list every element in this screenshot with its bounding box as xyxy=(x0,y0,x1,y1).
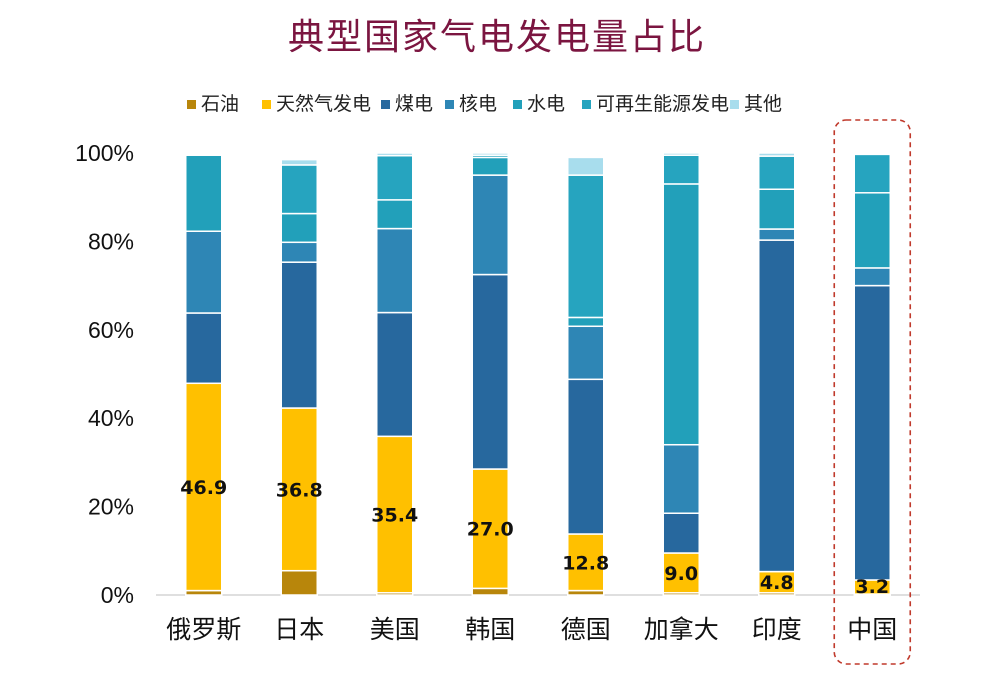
bar-segment-oil xyxy=(280,569,318,596)
legend-label: 可再生能源发电 xyxy=(596,93,729,115)
bar-segment-hydro xyxy=(376,199,414,230)
category-label: 俄罗斯 xyxy=(166,615,241,644)
bar-segment-coal xyxy=(758,239,796,573)
legend-swatch-gas xyxy=(262,100,271,109)
bar-segment-nuclear xyxy=(758,228,796,241)
category-label: 韩国 xyxy=(465,615,515,644)
bar-segment-renewable xyxy=(853,153,891,194)
bar-segment-coal xyxy=(853,284,891,581)
bar-segment-other xyxy=(280,158,318,166)
y-tick-label: 20% xyxy=(88,494,134,520)
bar-segment-renewable xyxy=(280,164,318,215)
data-label: 3.2 xyxy=(855,576,889,598)
bar-segment-other xyxy=(471,152,509,156)
bar-segment-coal xyxy=(567,378,605,535)
bar-segment-nuclear xyxy=(376,227,414,314)
legend-label: 核电 xyxy=(459,93,497,115)
legend-swatch-other xyxy=(730,100,739,109)
bar-segment-coal xyxy=(471,273,509,470)
bar-segment-nuclear xyxy=(662,443,700,514)
legend-label: 其他 xyxy=(744,93,782,115)
legend-label: 煤电 xyxy=(395,93,433,115)
bar-segment-renewable xyxy=(758,155,796,190)
highlight-box xyxy=(833,119,912,665)
bar-segment-nuclear xyxy=(280,241,318,263)
y-tick-label: 80% xyxy=(88,228,134,254)
legend-swatch-coal xyxy=(381,100,390,109)
bar-segment-hydro xyxy=(471,156,509,176)
bar-segment-other xyxy=(662,152,700,156)
data-label: 4.8 xyxy=(760,572,794,594)
bar-segment-hydro xyxy=(185,154,223,232)
bar-segment-nuclear xyxy=(567,325,605,381)
bar-segment-gas xyxy=(471,468,509,590)
bar-segment-nuclear xyxy=(853,267,891,287)
category-label: 德国 xyxy=(561,615,611,644)
bar-segment-hydro xyxy=(280,212,318,244)
legend-swatch-oil xyxy=(187,100,196,109)
y-tick-label: 100% xyxy=(75,140,134,166)
data-label: 35.4 xyxy=(371,505,418,527)
bar-segment-other xyxy=(567,156,605,176)
y-tick-label: 60% xyxy=(88,317,134,343)
legend-label: 石油 xyxy=(201,93,239,115)
data-label: 9.0 xyxy=(664,563,698,585)
bar-segment-gas xyxy=(662,552,700,594)
bar-segment-coal xyxy=(376,311,414,438)
data-label: 46.9 xyxy=(180,477,227,499)
bar-segment-coal xyxy=(280,261,318,409)
y-tick-label: 0% xyxy=(101,582,134,608)
bar-segment-renewable xyxy=(376,154,414,201)
legend-label: 天然气发电 xyxy=(276,93,371,115)
y-tick-label: 40% xyxy=(88,405,134,431)
bar-segment-nuclear xyxy=(471,174,509,276)
legend-swatch-hydro xyxy=(513,100,522,109)
legend-swatch-renewable xyxy=(582,100,591,109)
category-label: 加拿大 xyxy=(644,615,719,644)
data-label: 27.0 xyxy=(467,519,514,541)
category-label: 中国 xyxy=(847,615,897,644)
bar-segment-renewable xyxy=(662,154,700,185)
category-label: 日本 xyxy=(274,615,324,644)
bar-segment-hydro xyxy=(853,192,891,269)
legend-label: 水电 xyxy=(527,93,565,115)
bar-segment-renewable xyxy=(567,174,605,319)
chart-title: 典型国家气电发电量占比 xyxy=(287,17,706,58)
bar-segment-other xyxy=(758,152,796,157)
bar-segment-hydro xyxy=(662,183,700,446)
bar-segment-coal xyxy=(185,312,223,385)
bar-segment-gas xyxy=(280,407,318,572)
data-label: 36.8 xyxy=(276,479,323,501)
category-label: 印度 xyxy=(752,615,802,644)
bar-segment-other xyxy=(853,152,891,156)
bar-segment-gas xyxy=(185,382,223,592)
legend-swatch-nuclear xyxy=(445,100,454,109)
bar-segment-oil xyxy=(471,587,509,596)
bar-segment-other xyxy=(185,152,223,156)
bar-segment-other xyxy=(376,152,414,157)
bar-segment-nuclear xyxy=(185,230,223,314)
bar-segment-hydro xyxy=(567,316,605,328)
bar-segment-coal xyxy=(662,512,700,554)
data-label: 12.8 xyxy=(562,552,609,574)
bar-segment-hydro xyxy=(758,188,796,230)
category-label: 美国 xyxy=(370,615,420,644)
